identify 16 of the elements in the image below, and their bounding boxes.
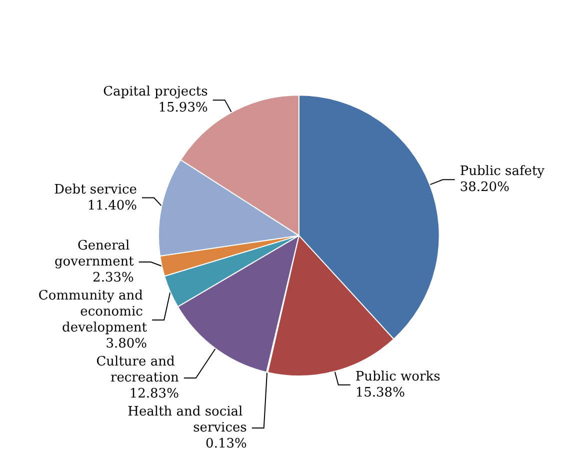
- slice-label: General government: [54, 238, 135, 270]
- data-label: 0.13%: [206, 436, 247, 452]
- data-label: 15.38%: [355, 385, 405, 400]
- slice-label: Culture and recreation: [96, 354, 180, 386]
- slice-label: Debt service: [54, 182, 138, 198]
- data-label: 12.83%: [129, 386, 179, 402]
- data-label: 3.80%: [106, 336, 148, 352]
- slice-label: Public safety: [460, 164, 546, 180]
- data-label: 11.40%: [87, 198, 137, 214]
- slice-label: Capital projects: [103, 84, 208, 100]
- data-label: 15.93%: [158, 100, 208, 116]
- slice-label: Community and economic development: [38, 288, 148, 336]
- data-label: 2.33%: [92, 270, 134, 286]
- slice-label: Health and social services: [128, 404, 247, 436]
- data-label: 38.20%: [460, 180, 510, 196]
- slice-label: Public works: [355, 369, 440, 384]
